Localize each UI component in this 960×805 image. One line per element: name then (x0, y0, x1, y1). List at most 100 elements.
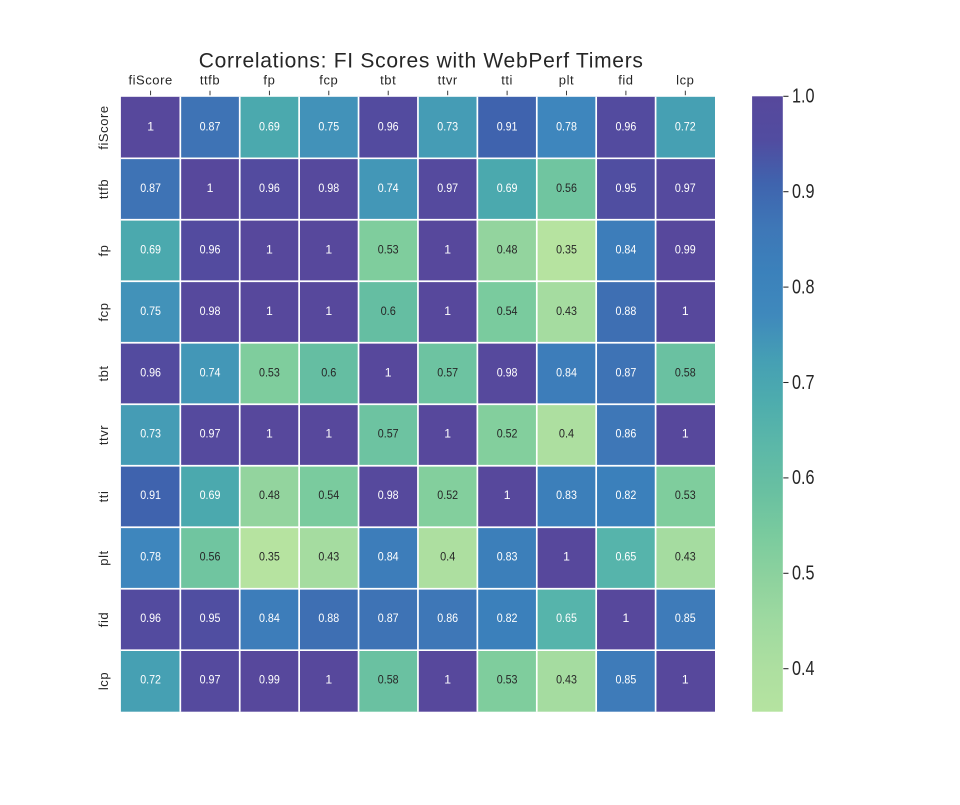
svg-text:plt: plt (559, 72, 574, 87)
svg-text:0.65: 0.65 (616, 550, 637, 564)
svg-text:fiScore: fiScore (96, 105, 111, 149)
svg-text:0.54: 0.54 (318, 488, 339, 502)
svg-text:0.91: 0.91 (140, 488, 161, 502)
svg-text:0.53: 0.53 (259, 365, 280, 379)
svg-text:1: 1 (444, 673, 451, 687)
svg-text:1: 1 (563, 550, 570, 564)
svg-text:0.86: 0.86 (437, 611, 458, 625)
svg-text:0.4: 0.4 (440, 550, 455, 564)
svg-text:tbt: tbt (96, 365, 111, 381)
svg-text:0.85: 0.85 (616, 673, 637, 687)
svg-text:fid: fid (618, 72, 633, 87)
svg-text:0.78: 0.78 (556, 119, 577, 133)
svg-text:0.83: 0.83 (556, 488, 577, 502)
svg-text:1: 1 (682, 673, 689, 687)
svg-text:0.69: 0.69 (259, 119, 280, 133)
svg-text:0.96: 0.96 (200, 242, 221, 256)
svg-text:1: 1 (147, 119, 154, 133)
svg-text:0.98: 0.98 (497, 365, 518, 379)
svg-text:0.56: 0.56 (200, 550, 221, 564)
svg-text:0.83: 0.83 (497, 550, 518, 564)
svg-text:0.72: 0.72 (140, 673, 161, 687)
svg-text:0.65: 0.65 (556, 611, 577, 625)
svg-text:0.78: 0.78 (140, 550, 161, 564)
svg-text:1: 1 (385, 365, 392, 379)
svg-text:0.96: 0.96 (140, 611, 161, 625)
svg-text:0.91: 0.91 (497, 119, 518, 133)
svg-text:0.88: 0.88 (318, 611, 339, 625)
svg-text:lcp: lcp (96, 672, 111, 690)
svg-text:0.54: 0.54 (497, 304, 518, 318)
svg-text:0.99: 0.99 (259, 673, 280, 687)
svg-text:0.96: 0.96 (616, 119, 637, 133)
svg-text:0.98: 0.98 (318, 181, 339, 195)
svg-text:0.87: 0.87 (616, 365, 637, 379)
svg-text:fp: fp (263, 72, 275, 87)
svg-text:ttfb: ttfb (200, 72, 220, 87)
svg-text:0.86: 0.86 (616, 427, 637, 441)
svg-text:0.82: 0.82 (616, 488, 637, 502)
svg-text:0.84: 0.84 (556, 365, 577, 379)
svg-text:1: 1 (444, 427, 451, 441)
svg-text:0.98: 0.98 (200, 304, 221, 318)
svg-text:0.96: 0.96 (378, 119, 399, 133)
svg-text:0.6: 0.6 (321, 365, 336, 379)
svg-text:fp: fp (96, 245, 111, 257)
svg-text:0.85: 0.85 (675, 611, 696, 625)
svg-text:ttfb: ttfb (96, 179, 111, 199)
svg-text:tti: tti (501, 72, 513, 87)
svg-text:0.48: 0.48 (259, 488, 280, 502)
svg-text:0.35: 0.35 (259, 550, 280, 564)
svg-text:1: 1 (266, 427, 273, 441)
svg-text:0.74: 0.74 (200, 365, 221, 379)
svg-text:0.43: 0.43 (675, 550, 696, 564)
svg-text:0.75: 0.75 (140, 304, 161, 318)
svg-text:0.97: 0.97 (437, 181, 458, 195)
svg-text:0.4: 0.4 (559, 427, 574, 441)
svg-text:1: 1 (444, 304, 451, 318)
svg-text:0.53: 0.53 (497, 673, 518, 687)
svg-text:0.74: 0.74 (378, 181, 399, 195)
svg-text:0.58: 0.58 (675, 365, 696, 379)
svg-text:lcp: lcp (676, 72, 694, 87)
svg-text:0.43: 0.43 (556, 673, 577, 687)
svg-text:0.6: 0.6 (381, 304, 396, 318)
svg-text:0.43: 0.43 (318, 550, 339, 564)
svg-text:1: 1 (325, 673, 332, 687)
svg-text:0.97: 0.97 (200, 673, 221, 687)
svg-text:1: 1 (207, 181, 214, 195)
svg-text:0.72: 0.72 (675, 119, 696, 133)
svg-text:0.7: 0.7 (792, 372, 815, 394)
svg-text:fiScore: fiScore (128, 72, 172, 87)
svg-text:0.87: 0.87 (140, 181, 161, 195)
svg-text:0.95: 0.95 (616, 181, 637, 195)
svg-text:0.97: 0.97 (675, 181, 696, 195)
svg-text:0.8: 0.8 (792, 276, 815, 298)
svg-text:0.96: 0.96 (140, 365, 161, 379)
svg-text:1.0: 1.0 (792, 86, 815, 108)
svg-text:1: 1 (325, 242, 332, 256)
svg-text:fid: fid (96, 612, 111, 627)
svg-text:0.69: 0.69 (140, 242, 161, 256)
svg-text:plt: plt (96, 550, 111, 565)
svg-text:ttvr: ttvr (96, 425, 111, 445)
svg-text:0.84: 0.84 (378, 550, 399, 564)
svg-text:0.69: 0.69 (497, 181, 518, 195)
svg-text:1: 1 (266, 242, 273, 256)
svg-text:0.82: 0.82 (497, 611, 518, 625)
svg-text:1: 1 (682, 427, 689, 441)
svg-text:0.87: 0.87 (378, 611, 399, 625)
svg-text:0.69: 0.69 (200, 488, 221, 502)
svg-text:0.43: 0.43 (556, 304, 577, 318)
svg-text:0.99: 0.99 (675, 242, 696, 256)
svg-text:0.56: 0.56 (556, 181, 577, 195)
svg-text:1: 1 (444, 242, 451, 256)
svg-text:0.57: 0.57 (378, 427, 399, 441)
svg-text:0.52: 0.52 (437, 488, 458, 502)
svg-text:0.57: 0.57 (437, 365, 458, 379)
svg-text:1: 1 (682, 304, 689, 318)
svg-text:0.84: 0.84 (259, 611, 280, 625)
svg-text:0.5: 0.5 (792, 563, 815, 585)
svg-text:1: 1 (504, 488, 511, 502)
svg-text:0.6: 0.6 (792, 467, 815, 489)
